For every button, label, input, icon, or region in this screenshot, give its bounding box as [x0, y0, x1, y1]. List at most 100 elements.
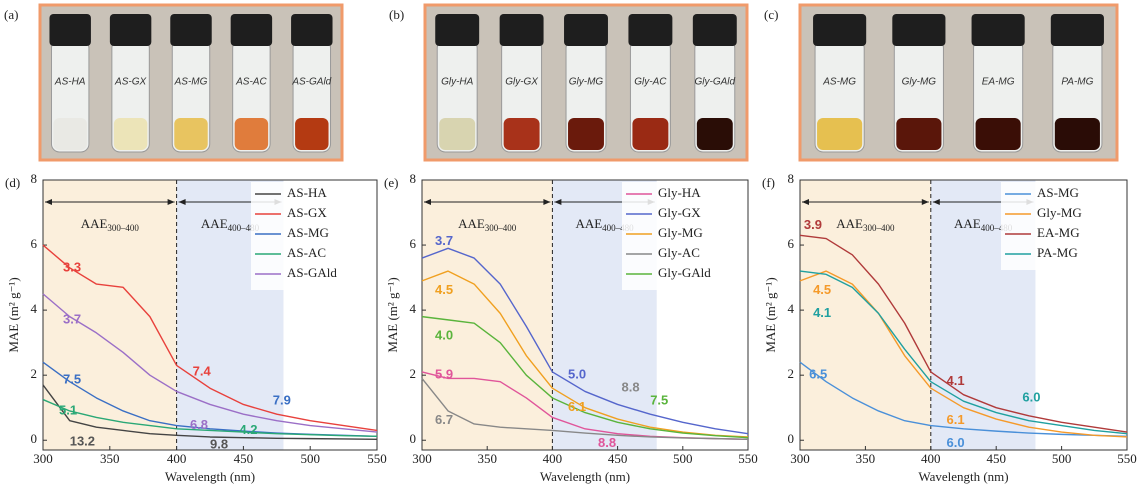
y-tick-label: 2: [410, 366, 417, 381]
region-label-sub: 300–400: [863, 223, 895, 233]
vial-cap: [692, 14, 737, 46]
annotation: 3.7: [435, 233, 453, 248]
x-tick-label: 350: [856, 451, 876, 466]
legend-box: [251, 182, 375, 290]
panel-label: (e): [384, 175, 398, 190]
annotation: 6.5: [809, 367, 827, 382]
vial-label: AS-GX: [114, 77, 146, 88]
vial-cap: [971, 14, 1025, 46]
vial-label: Gly-GX: [505, 77, 538, 88]
vial-liquid: [975, 118, 1021, 150]
vial-cap: [109, 14, 152, 46]
vial-label: AS-HA: [54, 77, 86, 88]
vial-liquid: [632, 118, 669, 150]
region-label-sub: 400–480: [981, 223, 1013, 233]
annotation: 6.0: [1022, 389, 1040, 404]
region-label-sub: 400–480: [602, 223, 634, 233]
region-label-sub: 400–480: [228, 223, 260, 233]
series-line: [799, 234, 1128, 433]
legend-label: AS-MG: [287, 225, 329, 240]
y-tick-label: 8: [788, 171, 795, 186]
annotation: 9.8: [210, 437, 228, 452]
legend-label: AS-GAld: [287, 265, 337, 280]
vial-cap: [435, 14, 480, 46]
series-line: [42, 398, 378, 438]
vial-liquid: [174, 118, 208, 150]
annotation: 6.1: [568, 399, 586, 414]
y-tick-label: 4: [410, 301, 417, 316]
vial-label: Gly-GAld: [695, 77, 736, 88]
x-tick-label: 300: [790, 451, 810, 466]
legend-label: AS-GX: [287, 205, 327, 220]
legend-label: EA-MG: [1037, 225, 1080, 240]
vial-liquid: [295, 118, 329, 150]
legend-label: AS-MG: [1037, 185, 1079, 200]
vial-label: AS-GAld: [291, 77, 331, 88]
vial-liquid: [817, 118, 863, 150]
annotation: 4.5: [435, 282, 453, 297]
annotation: 3.3: [63, 259, 81, 274]
plot-frame: [799, 179, 1128, 451]
x-tick-label: 450: [608, 451, 628, 466]
y-tick-label: 0: [788, 431, 795, 446]
vial-cap: [49, 14, 91, 46]
x-tick-label: 450: [234, 451, 254, 466]
annotation: 7.5: [650, 393, 668, 408]
x-tick-label: 550: [738, 451, 758, 466]
series-line: [42, 244, 378, 432]
x-tick-label: 500: [1052, 451, 1072, 466]
vial-liquid: [53, 118, 87, 150]
vial-cap: [291, 14, 333, 46]
annotation: 3.9: [804, 217, 822, 232]
y-tick-label: 6: [410, 236, 417, 251]
x-tick-label: 300: [412, 451, 432, 466]
region-label: AAE400–480: [954, 216, 1013, 233]
annotation: 7.4: [193, 363, 212, 378]
annotation: 7.9: [273, 393, 291, 408]
y-tick-label: 2: [788, 366, 795, 381]
series-line: [421, 315, 749, 439]
annotation: 3.7: [63, 311, 81, 326]
vial-liquid: [503, 118, 540, 150]
vial-label: AS-MG: [174, 77, 208, 88]
y-tick-label: 8: [31, 171, 38, 186]
y-tick-label: 4: [788, 301, 795, 316]
annotation: 8.8: [598, 435, 616, 450]
plot-frame: [42, 179, 378, 451]
region-label-main: AAE: [954, 216, 981, 231]
annotation: 4.1: [946, 373, 964, 388]
vial-label: AS-AC: [235, 77, 267, 88]
legend-box: [622, 182, 746, 290]
vial-label: Gly-MG: [902, 77, 937, 88]
legend-box: [1001, 182, 1125, 270]
series-line: [42, 384, 378, 440]
annotation: 4.5: [813, 282, 831, 297]
y-tick-label: 0: [31, 431, 38, 446]
vial-liquid: [113, 118, 148, 150]
x-axis-title: Wavelength (nm): [918, 469, 1008, 484]
legend-label: PA-MG: [1037, 245, 1078, 260]
plot-frame: [421, 179, 749, 451]
region-label-main: AAE: [201, 216, 228, 231]
x-tick-label: 400: [167, 451, 187, 466]
vial-cap: [170, 14, 212, 46]
region-label: AAE400–480: [201, 216, 260, 233]
y-axis-title: MAE (m² g⁻¹): [385, 277, 400, 352]
legend-label: AS-AC: [287, 245, 326, 260]
x-axis-title: Wavelength (nm): [540, 469, 630, 484]
panel-label: (a): [4, 7, 18, 22]
y-axis-title: MAE (m² g⁻¹): [763, 277, 778, 352]
x-tick-label: 400: [543, 451, 563, 466]
series-line: [421, 270, 749, 438]
x-tick-label: 300: [33, 451, 53, 466]
legend-label: Gly-MG: [658, 225, 703, 240]
vial-label: EA-MG: [982, 77, 1015, 88]
panel-label: (f): [762, 175, 775, 190]
vial-label: Gly-AC: [634, 77, 667, 88]
y-tick-label: 8: [410, 171, 417, 186]
vial-cap: [1050, 14, 1104, 46]
vial-label: AS-MG: [822, 77, 856, 88]
annotation: 5.9: [435, 367, 453, 382]
legend-label: AS-HA: [287, 185, 327, 200]
